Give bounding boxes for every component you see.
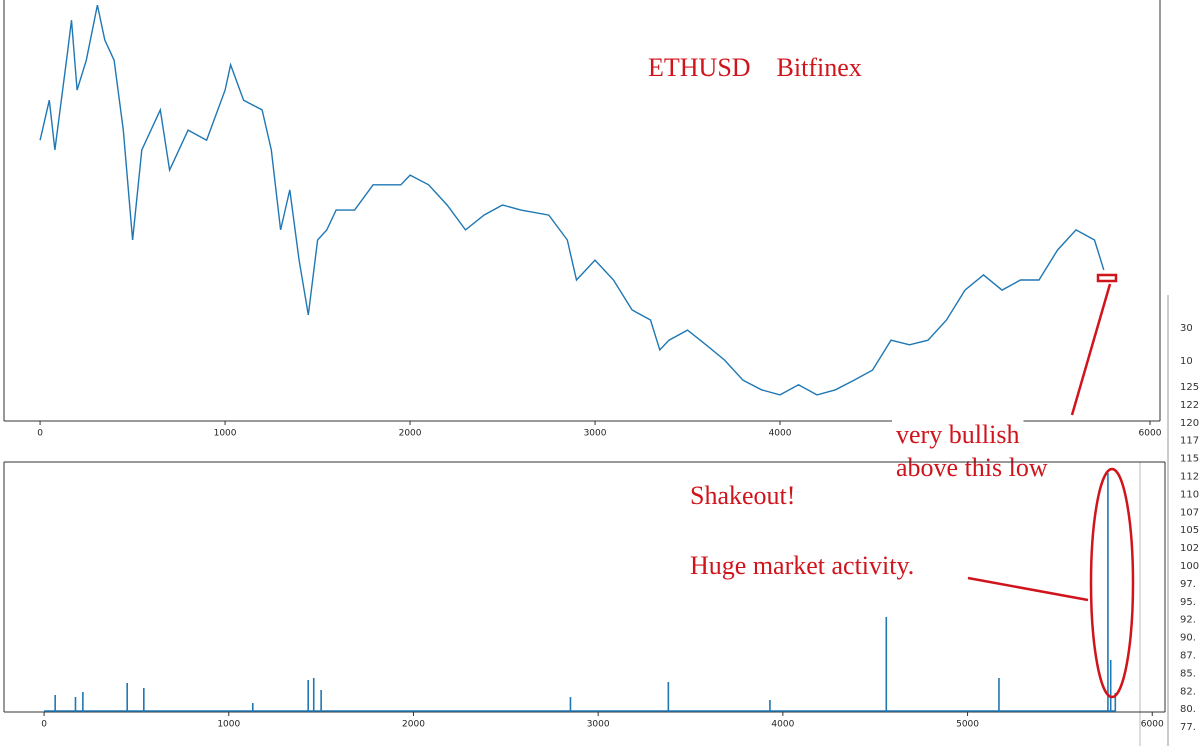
volume-bar [312, 678, 315, 712]
side-panel-label: 80. [1180, 704, 1196, 715]
side-panel-label: 107. [1180, 507, 1200, 518]
x-tick-label: 6000 [1141, 720, 1164, 730]
x-tick-label: 0 [37, 429, 43, 439]
side-panel-label: 10 [1180, 356, 1193, 367]
annotation-background [892, 450, 1052, 484]
side-panel-label: 77. [1180, 722, 1196, 733]
side-panel-label: 85. [1180, 668, 1196, 679]
annotation-background [892, 417, 1024, 451]
volume-bar [126, 683, 128, 712]
volume-bar [885, 617, 888, 712]
volume-bar [320, 690, 322, 712]
annotation: very bullish [896, 420, 1020, 449]
x-tick-label: 2000 [399, 429, 422, 439]
x-tick-label: 1000 [214, 429, 237, 439]
side-panel-label: 97. [1180, 579, 1196, 590]
x-tick-label: 4000 [771, 720, 794, 730]
low-marker [1096, 273, 1118, 283]
side-panel-label: 115. [1180, 454, 1200, 465]
volume-bar [998, 678, 1000, 712]
x-tick-label: 4000 [769, 429, 792, 439]
x-tick-label: 5000 [956, 720, 979, 730]
side-panel-label: 120. [1180, 418, 1200, 429]
x-tick-label: 1000 [217, 720, 240, 730]
side-panel-label: 102. [1180, 543, 1200, 554]
volume-bar [1107, 473, 1109, 712]
pointer-line [1070, 283, 1112, 416]
side-panel-label: 90. [1180, 633, 1196, 644]
side-panel-label: 112. [1180, 472, 1200, 483]
volume-bar [569, 697, 572, 712]
side-panel-label: 110. [1180, 489, 1200, 500]
volume-bar [1114, 693, 1117, 712]
volume-bar [667, 682, 670, 712]
annotation: ETHUSD Bitfinex [648, 53, 862, 82]
side-panel-label: 87. [1180, 651, 1196, 662]
side-panel-label: 30 [1180, 323, 1193, 334]
volume-bar [769, 700, 771, 712]
volume-bar [143, 688, 145, 712]
annotation: Shakeout! [690, 481, 795, 510]
x-tick-label: 3000 [587, 720, 610, 730]
volume-bar [307, 680, 309, 712]
pointer-line [967, 576, 1089, 602]
volume-bar [1109, 660, 1112, 712]
volume-bar [82, 692, 84, 712]
annotation: above this low [896, 453, 1048, 482]
side-panel-label: 122. [1180, 400, 1200, 411]
x-tick-label: 6000 [1139, 429, 1162, 439]
volume-bar [251, 703, 254, 712]
price-line [39, 4, 1105, 396]
side-panel-label: 105. [1180, 525, 1200, 536]
annotation: Huge market activity. [690, 551, 914, 580]
x-tick-label: 2000 [402, 720, 425, 730]
side-panel-label: 100. [1180, 561, 1200, 572]
volume-bar [54, 695, 56, 712]
side-panel-label: 95. [1180, 597, 1196, 608]
side-panel-label: 82. [1180, 686, 1196, 697]
side-panel-label: 92. [1180, 615, 1196, 626]
side-panel-label: 117. [1180, 436, 1200, 447]
side-panel-label: 125. [1180, 382, 1200, 393]
x-tick-label: 3000 [584, 429, 607, 439]
x-tick-label: 0 [41, 720, 47, 730]
volume-bar [74, 697, 77, 712]
spike-circle [1089, 467, 1135, 699]
